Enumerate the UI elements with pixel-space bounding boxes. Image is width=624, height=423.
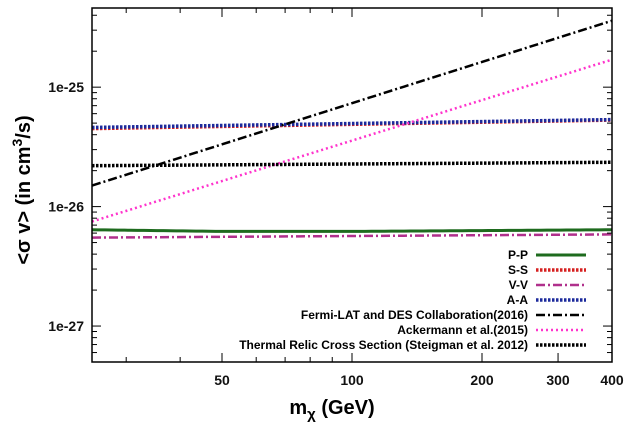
legend-label-vv: V-V [509,278,528,292]
legend-label-aa: A-A [507,293,529,307]
tick-layer: 50 100 200 300 400 1e-27 1e-26 1e-25 [48,8,624,388]
legend-label-thermal: Thermal Relic Cross Section (Steigman et… [239,338,528,352]
legend-label-fermi: Fermi-LAT and DES Collaboration(2016) [301,308,528,322]
x-axis-title-base: m [289,397,307,419]
x-tick-label: 200 [470,372,494,388]
y-axis-title-pre: <σ v> (in cm [13,146,35,264]
x-tick-label: 100 [340,372,364,388]
x-tick-label: 400 [600,372,624,388]
plot-frame [91,7,613,363]
y-tick-label: 1e-27 [48,318,84,334]
series-line-fermi [91,19,613,187]
x-axis-title-rest: (GeV) [316,397,375,419]
legend-label-ack: Ackermann et al.(2015) [397,323,528,337]
legend-label-ss: S-S [508,263,528,277]
series-line-aa [91,117,613,130]
y-tick-label: 1e-26 [48,199,84,215]
series-layer [91,19,613,239]
legend-label-pp: P-P [508,248,528,262]
x-tick-label: 300 [546,372,570,388]
x-axis-title-sub: χ [307,406,316,423]
y-axis-title-sup: 3 [9,138,25,146]
y-tick-label: 1e-25 [48,79,84,95]
series-line-thermal [91,160,613,168]
x-axis-title: mχ (GeV) [289,397,374,423]
x-tick-label: 50 [214,372,230,388]
series-line-ack [91,58,613,223]
series-line-vv [91,233,613,239]
series-line-pp [91,228,613,233]
y-axis-title: <σ v> (in cm3/s) [9,115,35,264]
y-axis-title-post: /s) [13,115,35,138]
